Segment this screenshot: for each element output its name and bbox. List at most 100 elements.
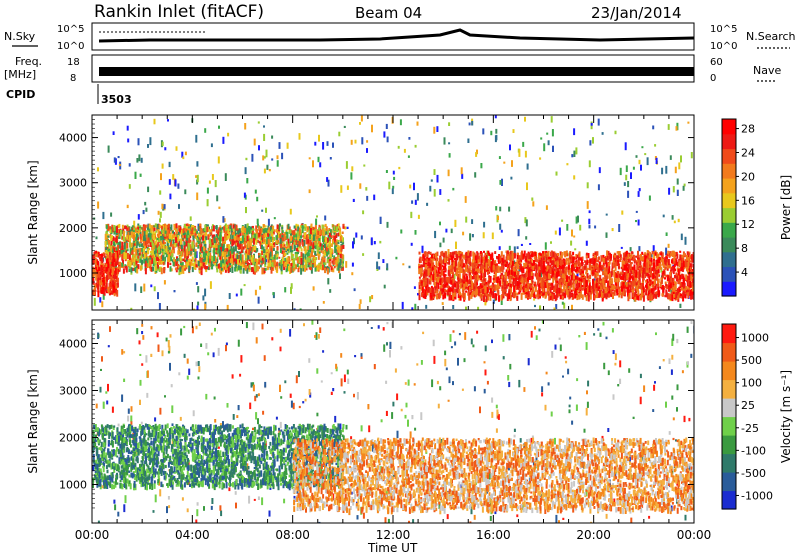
power-cell <box>260 227 263 233</box>
power-cell <box>575 291 578 298</box>
power-cell <box>93 251 96 254</box>
power-cell <box>193 228 196 232</box>
power-cell <box>576 280 579 286</box>
power-cell <box>352 198 355 202</box>
power-cell <box>150 284 153 288</box>
power-cell <box>214 262 217 266</box>
power-cell <box>424 261 427 267</box>
power-cell <box>661 293 664 297</box>
power-cell <box>116 279 118 282</box>
power-cell <box>366 195 369 201</box>
power-cell <box>319 242 322 247</box>
nsky-frame <box>91 22 695 51</box>
power-cell <box>113 247 116 252</box>
power-cell <box>296 244 299 249</box>
power-cell <box>566 281 569 287</box>
power-cell <box>230 245 233 251</box>
power-cell <box>646 258 649 265</box>
power-cell <box>495 276 498 283</box>
power-cell <box>204 243 207 246</box>
power-cell <box>175 228 177 232</box>
power-cell <box>319 162 322 168</box>
power-cell <box>524 294 527 299</box>
power-cell <box>118 266 121 270</box>
power-cell <box>316 268 319 272</box>
power-cell <box>144 245 146 250</box>
power-cell <box>163 267 166 274</box>
power-cell <box>115 273 118 281</box>
power-cell <box>303 239 306 247</box>
power-cell <box>205 266 208 270</box>
power-cell <box>249 255 252 260</box>
power-cell <box>561 219 564 222</box>
power-cell <box>289 208 292 215</box>
power-cell <box>137 223 140 228</box>
power-cell <box>180 262 183 266</box>
power-cell <box>147 186 150 193</box>
power-cell <box>133 267 136 272</box>
power-cell <box>127 226 130 234</box>
power-cell <box>257 121 260 124</box>
freq-label: Freq. <box>15 55 42 68</box>
power-cell <box>138 242 141 248</box>
power-cell <box>220 243 223 249</box>
power-cell <box>275 229 278 233</box>
power-cell <box>298 133 301 140</box>
power-cell <box>158 231 161 235</box>
power-cell <box>310 223 313 230</box>
power-cell <box>423 255 426 259</box>
power-cell <box>308 189 311 194</box>
power-cell <box>467 287 470 290</box>
power-cell <box>474 291 477 295</box>
power-cell <box>327 278 330 285</box>
power-cell <box>288 261 291 264</box>
power-cell <box>525 219 528 227</box>
power-cell <box>175 236 177 243</box>
power-cell <box>226 304 229 310</box>
power-cell <box>149 137 152 146</box>
power-cell <box>598 275 601 278</box>
power-cell <box>580 268 583 272</box>
power-cell <box>413 286 416 289</box>
power-cell <box>252 246 255 252</box>
power-cell <box>202 295 205 301</box>
power-cell <box>105 259 108 264</box>
power-cell <box>278 142 281 149</box>
power-cell <box>106 275 108 282</box>
power-cell <box>283 245 286 248</box>
power-cell <box>229 253 232 259</box>
power-cell <box>286 232 289 239</box>
power-cell <box>628 268 631 273</box>
power-cell <box>303 236 306 240</box>
power-cell <box>147 144 149 148</box>
power-cell <box>338 131 341 137</box>
power-cell <box>574 248 577 251</box>
power-cell <box>157 210 160 215</box>
power-cell <box>220 267 223 271</box>
power-cell <box>259 235 262 243</box>
power-cell <box>598 167 601 174</box>
power-cell <box>301 227 304 234</box>
power-cell <box>586 273 589 279</box>
power-cell <box>339 258 342 266</box>
power-cell <box>229 258 232 265</box>
power-cell <box>108 260 111 267</box>
power-cell <box>281 243 284 248</box>
power-cell <box>576 273 579 277</box>
power-cell <box>350 139 353 145</box>
power-cell <box>433 126 436 134</box>
power-cell <box>436 276 439 283</box>
power-cell <box>314 225 317 230</box>
power-cell <box>492 299 495 304</box>
power-cell <box>286 142 289 149</box>
power-cell <box>229 225 232 229</box>
power-cell <box>102 279 105 287</box>
power-cell <box>186 249 189 256</box>
power-cell <box>252 234 255 241</box>
power-cell <box>646 271 649 277</box>
power-cell <box>189 244 192 251</box>
power-cell <box>111 224 114 230</box>
power-cell <box>667 243 670 248</box>
power-cell <box>95 250 98 255</box>
power-cell <box>265 246 268 249</box>
